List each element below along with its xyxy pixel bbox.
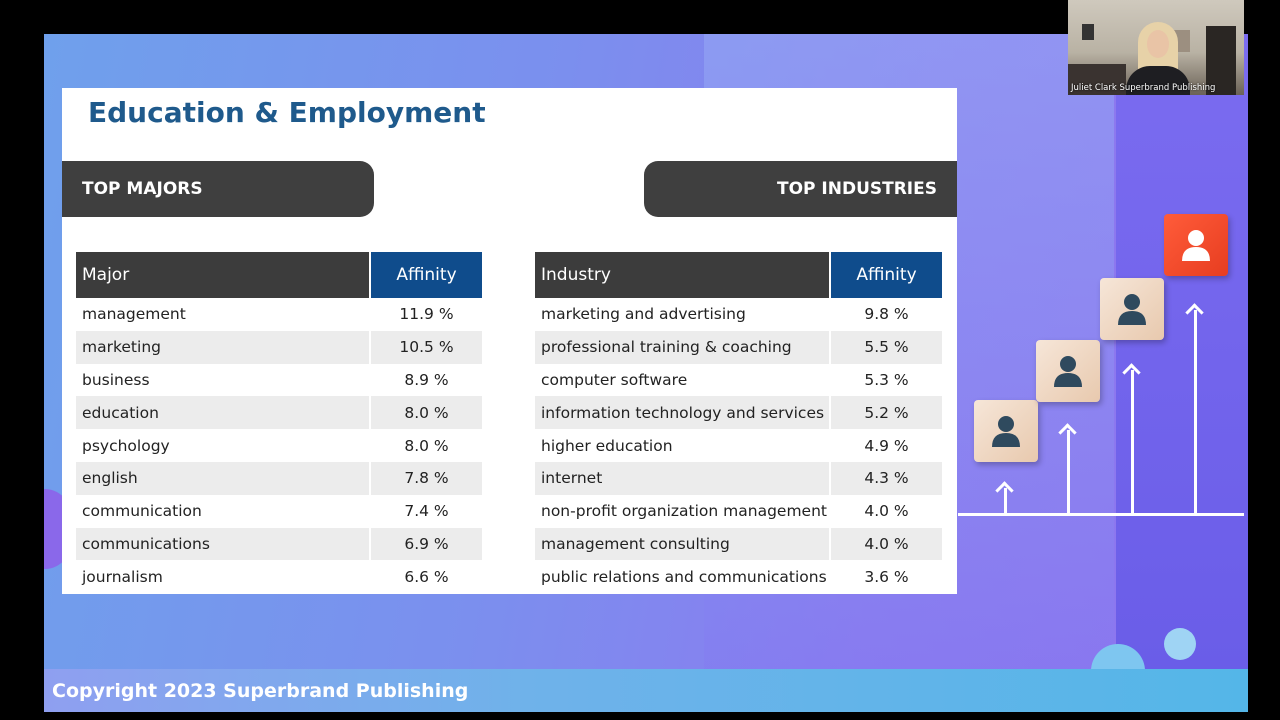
major-name: communication bbox=[82, 502, 202, 521]
decorative-bubble bbox=[1164, 628, 1196, 660]
top-industries-text: TOP INDUSTRIES bbox=[776, 179, 937, 199]
person-icon bbox=[1054, 356, 1082, 387]
major-name: english bbox=[76, 461, 370, 495]
industry-column-header: Industry bbox=[535, 252, 830, 298]
participant-face bbox=[1147, 30, 1169, 58]
major-name: management bbox=[82, 305, 186, 324]
participant-body bbox=[1126, 66, 1190, 95]
affinity-value: 11.9 % bbox=[369, 298, 482, 331]
arrow-up-icon bbox=[1004, 488, 1007, 514]
affinity-value: 7.4 % bbox=[369, 494, 482, 528]
affinity-value: 4.0 % bbox=[829, 494, 942, 528]
table-row: marketing 10.5 % bbox=[76, 330, 482, 364]
affinity-value: 3.6 % bbox=[829, 560, 942, 594]
table-row: education 8.0 % bbox=[76, 396, 482, 430]
table-header-row: Major Affinity bbox=[76, 252, 482, 298]
participant-video[interactable]: Juliet Clark Superbrand Publishing bbox=[1068, 0, 1244, 95]
growth-baseline bbox=[958, 513, 1244, 516]
arrow-up-icon bbox=[1194, 310, 1197, 514]
arrow-up-icon bbox=[1131, 370, 1134, 514]
affinity-value: 9.8 % bbox=[829, 298, 942, 331]
affinity-value: 5.5 % bbox=[829, 330, 942, 364]
presentation-slide: Education & Employment TOP MAJORS TOP IN… bbox=[44, 34, 1248, 712]
table-row: psychology 8.0 % bbox=[76, 429, 482, 462]
affinity-column-header: Affinity bbox=[369, 252, 482, 298]
table-row: english 7.8 % bbox=[76, 461, 482, 495]
slide-title: Education & Employment bbox=[88, 96, 486, 129]
table-row: professional training & coaching 5.5 % bbox=[535, 330, 942, 364]
person-block-3 bbox=[1100, 278, 1164, 340]
person-block-highlight bbox=[1164, 214, 1228, 276]
industry-name: non-profit organization management bbox=[541, 502, 827, 521]
background-shelf bbox=[1068, 64, 1126, 95]
industry-name: information technology and services bbox=[535, 396, 830, 430]
affinity-value: 8.0 % bbox=[369, 429, 482, 462]
background-door bbox=[1206, 26, 1236, 95]
table-row: higher education 4.9 % bbox=[535, 429, 942, 462]
affinity-value: 4.0 % bbox=[829, 527, 942, 561]
arrow-up-icon bbox=[1067, 430, 1070, 514]
table-header-row: Industry Affinity bbox=[535, 252, 942, 298]
industry-name: marketing and advertising bbox=[541, 305, 746, 324]
affinity-value: 7.8 % bbox=[369, 461, 482, 495]
person-block-2 bbox=[1036, 340, 1100, 402]
industry-name: public relations and communications bbox=[541, 567, 827, 586]
person-icon bbox=[1182, 230, 1210, 261]
major-column-header: Major bbox=[76, 252, 370, 298]
industry-name: internet bbox=[535, 461, 830, 495]
top-industries-label: TOP INDUSTRIES bbox=[644, 161, 957, 217]
affinity-value: 10.5 % bbox=[369, 330, 482, 364]
table-row: information technology and services 5.2 % bbox=[535, 396, 942, 430]
majors-table: Major Affinity management 11.9 % marketin… bbox=[76, 252, 482, 594]
industries-table: Industry Affinity marketing and advertis… bbox=[535, 252, 942, 594]
top-majors-text: TOP MAJORS bbox=[82, 179, 203, 199]
major-name: journalism bbox=[82, 567, 163, 586]
person-block-1 bbox=[974, 400, 1038, 462]
table-row: communications 6.9 % bbox=[76, 527, 482, 561]
table-row: journalism 6.6 % bbox=[76, 560, 482, 594]
table-row: public relations and communications 3.6 % bbox=[535, 560, 942, 594]
affinity-value: 4.3 % bbox=[829, 461, 942, 495]
table-row: communication 7.4 % bbox=[76, 494, 482, 528]
footer-band bbox=[44, 669, 1248, 712]
affinity-value: 6.9 % bbox=[369, 527, 482, 561]
major-name: business bbox=[82, 370, 150, 389]
affinity-value: 5.2 % bbox=[829, 396, 942, 430]
major-name: education bbox=[76, 396, 370, 430]
table-row: computer software 5.3 % bbox=[535, 363, 942, 397]
table-row: non-profit organization management 4.0 % bbox=[535, 494, 942, 528]
affinity-column-header: Affinity bbox=[829, 252, 942, 298]
table-row: management consulting 4.0 % bbox=[535, 527, 942, 561]
top-majors-label: TOP MAJORS bbox=[62, 161, 374, 217]
background-panel-right bbox=[1116, 34, 1248, 669]
participant-name: Juliet Clark Superbrand Publishing bbox=[1071, 83, 1216, 93]
affinity-value: 8.0 % bbox=[369, 396, 482, 430]
table-row: management 11.9 % bbox=[76, 298, 482, 331]
affinity-value: 5.3 % bbox=[829, 363, 942, 397]
major-name: marketing bbox=[76, 330, 370, 364]
person-icon bbox=[992, 416, 1020, 447]
major-name: psychology bbox=[82, 436, 170, 455]
industry-name: computer software bbox=[541, 370, 688, 389]
background-frame bbox=[1082, 24, 1094, 40]
content-card: Education & Employment TOP MAJORS TOP IN… bbox=[62, 88, 957, 594]
table-row: business 8.9 % bbox=[76, 363, 482, 397]
copyright-text: Copyright 2023 Superbrand Publishing bbox=[52, 680, 469, 702]
table-row: marketing and advertising 9.8 % bbox=[535, 298, 942, 331]
industry-name: management consulting bbox=[535, 527, 830, 561]
person-icon bbox=[1118, 294, 1146, 325]
table-row: internet 4.3 % bbox=[535, 461, 942, 495]
affinity-value: 6.6 % bbox=[369, 560, 482, 594]
affinity-value: 8.9 % bbox=[369, 363, 482, 397]
industry-name: professional training & coaching bbox=[535, 330, 830, 364]
major-name: communications bbox=[76, 527, 370, 561]
affinity-value: 4.9 % bbox=[829, 429, 942, 462]
industry-name: higher education bbox=[541, 436, 673, 455]
